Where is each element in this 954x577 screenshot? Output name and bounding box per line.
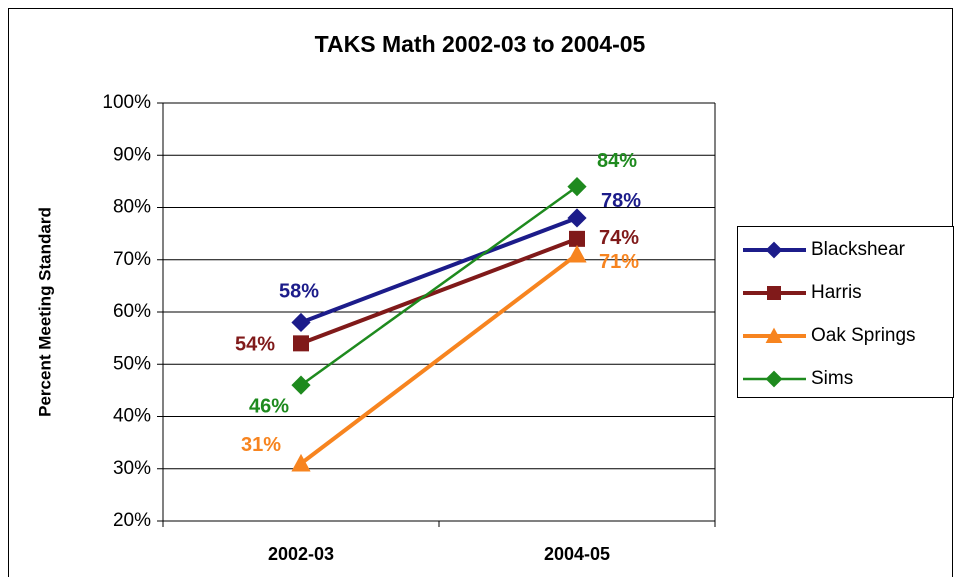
y-tick-label: 20% — [113, 510, 151, 531]
series-line — [299, 252, 579, 466]
legend-marker — [767, 286, 781, 300]
chart-title: TAKS Math 2002-03 to 2004-05 — [315, 31, 646, 57]
legend-label: Sims — [811, 368, 853, 389]
y-tick-label: 40% — [113, 406, 151, 427]
data-label: 71% — [599, 251, 639, 273]
point-marker — [291, 375, 311, 395]
x-tick-label: 2002-03 — [268, 544, 334, 564]
legend-marker — [765, 370, 783, 388]
legend-marker — [765, 241, 783, 259]
data-label: 58% — [279, 281, 319, 303]
y-tick-label: 50% — [113, 353, 151, 374]
data-label: 46% — [249, 395, 289, 417]
legend-label: Harris — [811, 282, 862, 303]
series-line — [300, 216, 578, 325]
data-label: 74% — [599, 227, 639, 249]
legend-label: Blackshear — [811, 239, 906, 260]
point-marker — [293, 335, 309, 352]
point-marker — [567, 208, 587, 228]
data-label: 78% — [601, 190, 641, 212]
legend-marker — [765, 327, 783, 343]
y-tick-label: 60% — [113, 301, 151, 322]
data-label: 31% — [241, 434, 281, 456]
y-axis-title: Percent Meeting Standard — [35, 207, 54, 417]
series-line — [300, 236, 578, 346]
point-marker — [567, 244, 587, 263]
y-tick-label: 70% — [113, 249, 151, 270]
legend-label: Oak Springs — [811, 325, 916, 346]
x-tick-label: 2004-05 — [544, 544, 610, 564]
data-label: 54% — [235, 334, 275, 356]
y-tick-label: 80% — [113, 197, 151, 218]
point-marker — [291, 312, 311, 333]
point-marker — [569, 230, 585, 247]
series-line — [300, 185, 578, 387]
y-tick-label: 90% — [113, 144, 151, 165]
data-label: 84% — [597, 150, 637, 172]
point-marker — [291, 453, 311, 472]
point-marker — [567, 177, 587, 197]
y-tick-label: 30% — [113, 458, 151, 479]
y-tick-label: 100% — [102, 92, 151, 113]
